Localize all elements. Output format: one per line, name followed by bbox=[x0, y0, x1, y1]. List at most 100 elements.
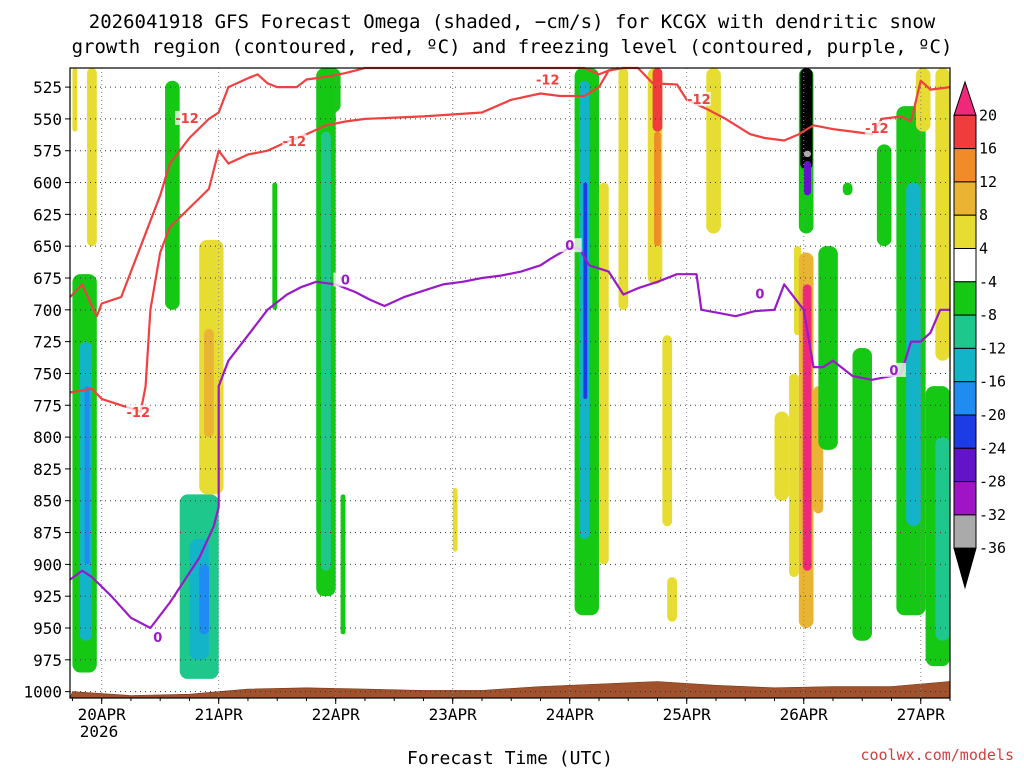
omega-region-44 bbox=[915, 68, 931, 132]
colorbar-tick-6: -8 bbox=[979, 306, 997, 324]
colorbar-arrow-top bbox=[953, 80, 977, 116]
colorbar-bin-11 bbox=[953, 447, 977, 483]
colorbar: 20 16 12 8 4 -4 -8 -12 -16 -20 -24 -28 -32 -36 bbox=[953, 80, 1006, 590]
colorbar-bin-5 bbox=[953, 248, 977, 283]
freezing-level-label-4: 0 bbox=[889, 364, 898, 379]
y-tick-label-800: 800 bbox=[33, 428, 62, 447]
colorbar-tick-7: -12 bbox=[979, 339, 1006, 357]
omega-region-39 bbox=[842, 182, 853, 196]
dgz-contour-label-3-bg bbox=[686, 91, 711, 106]
omega-region-29 bbox=[789, 373, 799, 578]
omega-region-28 bbox=[774, 411, 790, 501]
dgz-contour-label-3: -12 bbox=[687, 93, 711, 108]
colorbar-tick-2: 12 bbox=[979, 173, 997, 191]
freezing-level-label-1-bg bbox=[333, 272, 358, 287]
omega-region-34 bbox=[803, 160, 812, 196]
x-tick-label-23APR: 23APR bbox=[429, 705, 478, 724]
omega-region-11 bbox=[272, 182, 278, 310]
y-tick-label-525: 525 bbox=[33, 78, 62, 97]
dgz-contour-label-0: -12 bbox=[127, 406, 151, 421]
x-tick-label-25APR: 25APR bbox=[663, 705, 712, 724]
omega-region-25 bbox=[662, 335, 673, 527]
dgz-contour-label-4: -12 bbox=[865, 122, 889, 137]
y-tick-label-875: 875 bbox=[33, 524, 62, 543]
x-tick-label-20APR: 20APR bbox=[78, 705, 127, 724]
colorbar-bin-2 bbox=[953, 148, 977, 183]
colorbar-tick-4: 4 bbox=[979, 240, 988, 258]
freezing-level-label-3-bg bbox=[747, 286, 772, 301]
y-tick-label-900: 900 bbox=[33, 555, 62, 574]
freezing-level-label-2: 0 bbox=[565, 239, 574, 254]
freezing-level-label-2-bg bbox=[557, 238, 582, 253]
colorbar-tick-12: -32 bbox=[979, 506, 1006, 524]
x-tick-label-24APR: 24APR bbox=[546, 705, 595, 724]
omega-region-40 bbox=[852, 348, 872, 641]
y-tick-label-825: 825 bbox=[33, 460, 62, 479]
y-tick-label-925: 925 bbox=[33, 587, 62, 606]
colorbar-tick-5: -4 bbox=[979, 273, 997, 291]
colorbar-bin-8 bbox=[953, 347, 977, 383]
colorbar-bin-13 bbox=[953, 514, 977, 549]
omega-region-13 bbox=[321, 131, 331, 571]
colorbar-tick-11: -28 bbox=[979, 473, 1006, 491]
colorbar-arrow-bottom bbox=[953, 547, 977, 590]
omega-region-2 bbox=[84, 386, 90, 565]
colorbar-tick-13: -36 bbox=[979, 539, 1006, 557]
colorbar-bin-4 bbox=[953, 214, 977, 249]
omega-region-46 bbox=[935, 437, 950, 641]
dgz-contour-label-2-bg bbox=[535, 72, 560, 87]
dgz-contour-label-1-bg bbox=[282, 133, 307, 148]
dgz-contour-label-5-bg bbox=[175, 110, 200, 125]
chart-title-line1: 2026041918 GFS Forecast Omega (shaded, −… bbox=[89, 11, 936, 33]
omega-region-27 bbox=[706, 68, 721, 234]
chart-title-line2: growth region (contoured, red, ºC) and f… bbox=[72, 36, 953, 58]
colorbar-tick-8: -16 bbox=[979, 373, 1006, 391]
dgz-contour-label-2: -12 bbox=[536, 74, 560, 89]
omega-region-9 bbox=[204, 328, 214, 438]
omega-region-43 bbox=[906, 182, 921, 527]
omega-region-24 bbox=[654, 131, 661, 247]
y-tick-label-675: 675 bbox=[33, 269, 62, 288]
x-axis-title: Forecast Time (UTC) bbox=[407, 748, 613, 768]
omega-region-10 bbox=[165, 80, 180, 310]
freezing-level-label-1: 0 bbox=[341, 274, 350, 289]
omega-region-16 bbox=[452, 488, 458, 552]
y-tick-label-600: 600 bbox=[33, 174, 62, 193]
colorbar-tick-10: -24 bbox=[979, 439, 1006, 457]
omega-region-19 bbox=[583, 182, 588, 399]
y-tick-label-975: 975 bbox=[33, 651, 62, 670]
credit-text[interactable]: coolwx.com/models bbox=[860, 746, 1014, 764]
x-axis: 20APR 21APR 22APR 23APR 24APR 25APR 26APR 27APR bbox=[71, 698, 951, 724]
dgz-contour-label-0-bg bbox=[126, 404, 151, 419]
colorbar-bin-12 bbox=[953, 481, 977, 516]
omega-region-23 bbox=[652, 68, 663, 132]
terrain-layer bbox=[69, 681, 951, 699]
plot-frame bbox=[69, 67, 951, 699]
freezing-level-contour bbox=[69, 246, 950, 630]
dgz-contour-label-5: -12 bbox=[175, 112, 199, 127]
grid-layer bbox=[70, 68, 950, 698]
omega-region-21 bbox=[618, 68, 629, 310]
freezing-level-label-0: 0 bbox=[153, 631, 162, 646]
colorbar-bin-7 bbox=[953, 314, 977, 349]
omega-region-41 bbox=[876, 144, 892, 247]
x-tick-label-26APR: 26APR bbox=[780, 705, 829, 724]
omega-region-7 bbox=[199, 564, 209, 635]
omega-region-4 bbox=[72, 68, 78, 132]
freezing-level-label-4-bg bbox=[881, 362, 906, 377]
y-tick-label-775: 775 bbox=[33, 396, 62, 415]
dgz-contour-label-1: -12 bbox=[283, 135, 307, 150]
y-axis: 525 550 575 600 625 650 675 700 725 750 775 800 825 8… bbox=[23, 78, 70, 702]
y-tick-label-625: 625 bbox=[33, 205, 62, 224]
terrain-fill bbox=[69, 681, 951, 699]
colorbar-tick-9: -20 bbox=[979, 406, 1006, 424]
plot-area: -12 -12 -12 -12 -12 -12 0 0 0 0 0 bbox=[69, 66, 951, 699]
omega-region-15 bbox=[325, 68, 341, 113]
omega-region-47 bbox=[935, 68, 950, 361]
x-tick-label-22APR: 22APR bbox=[312, 705, 361, 724]
omega-region-36 bbox=[802, 284, 812, 571]
colorbar-bin-9 bbox=[953, 381, 977, 416]
y-tick-label-950: 950 bbox=[33, 619, 62, 638]
omega-region-38 bbox=[818, 246, 838, 450]
